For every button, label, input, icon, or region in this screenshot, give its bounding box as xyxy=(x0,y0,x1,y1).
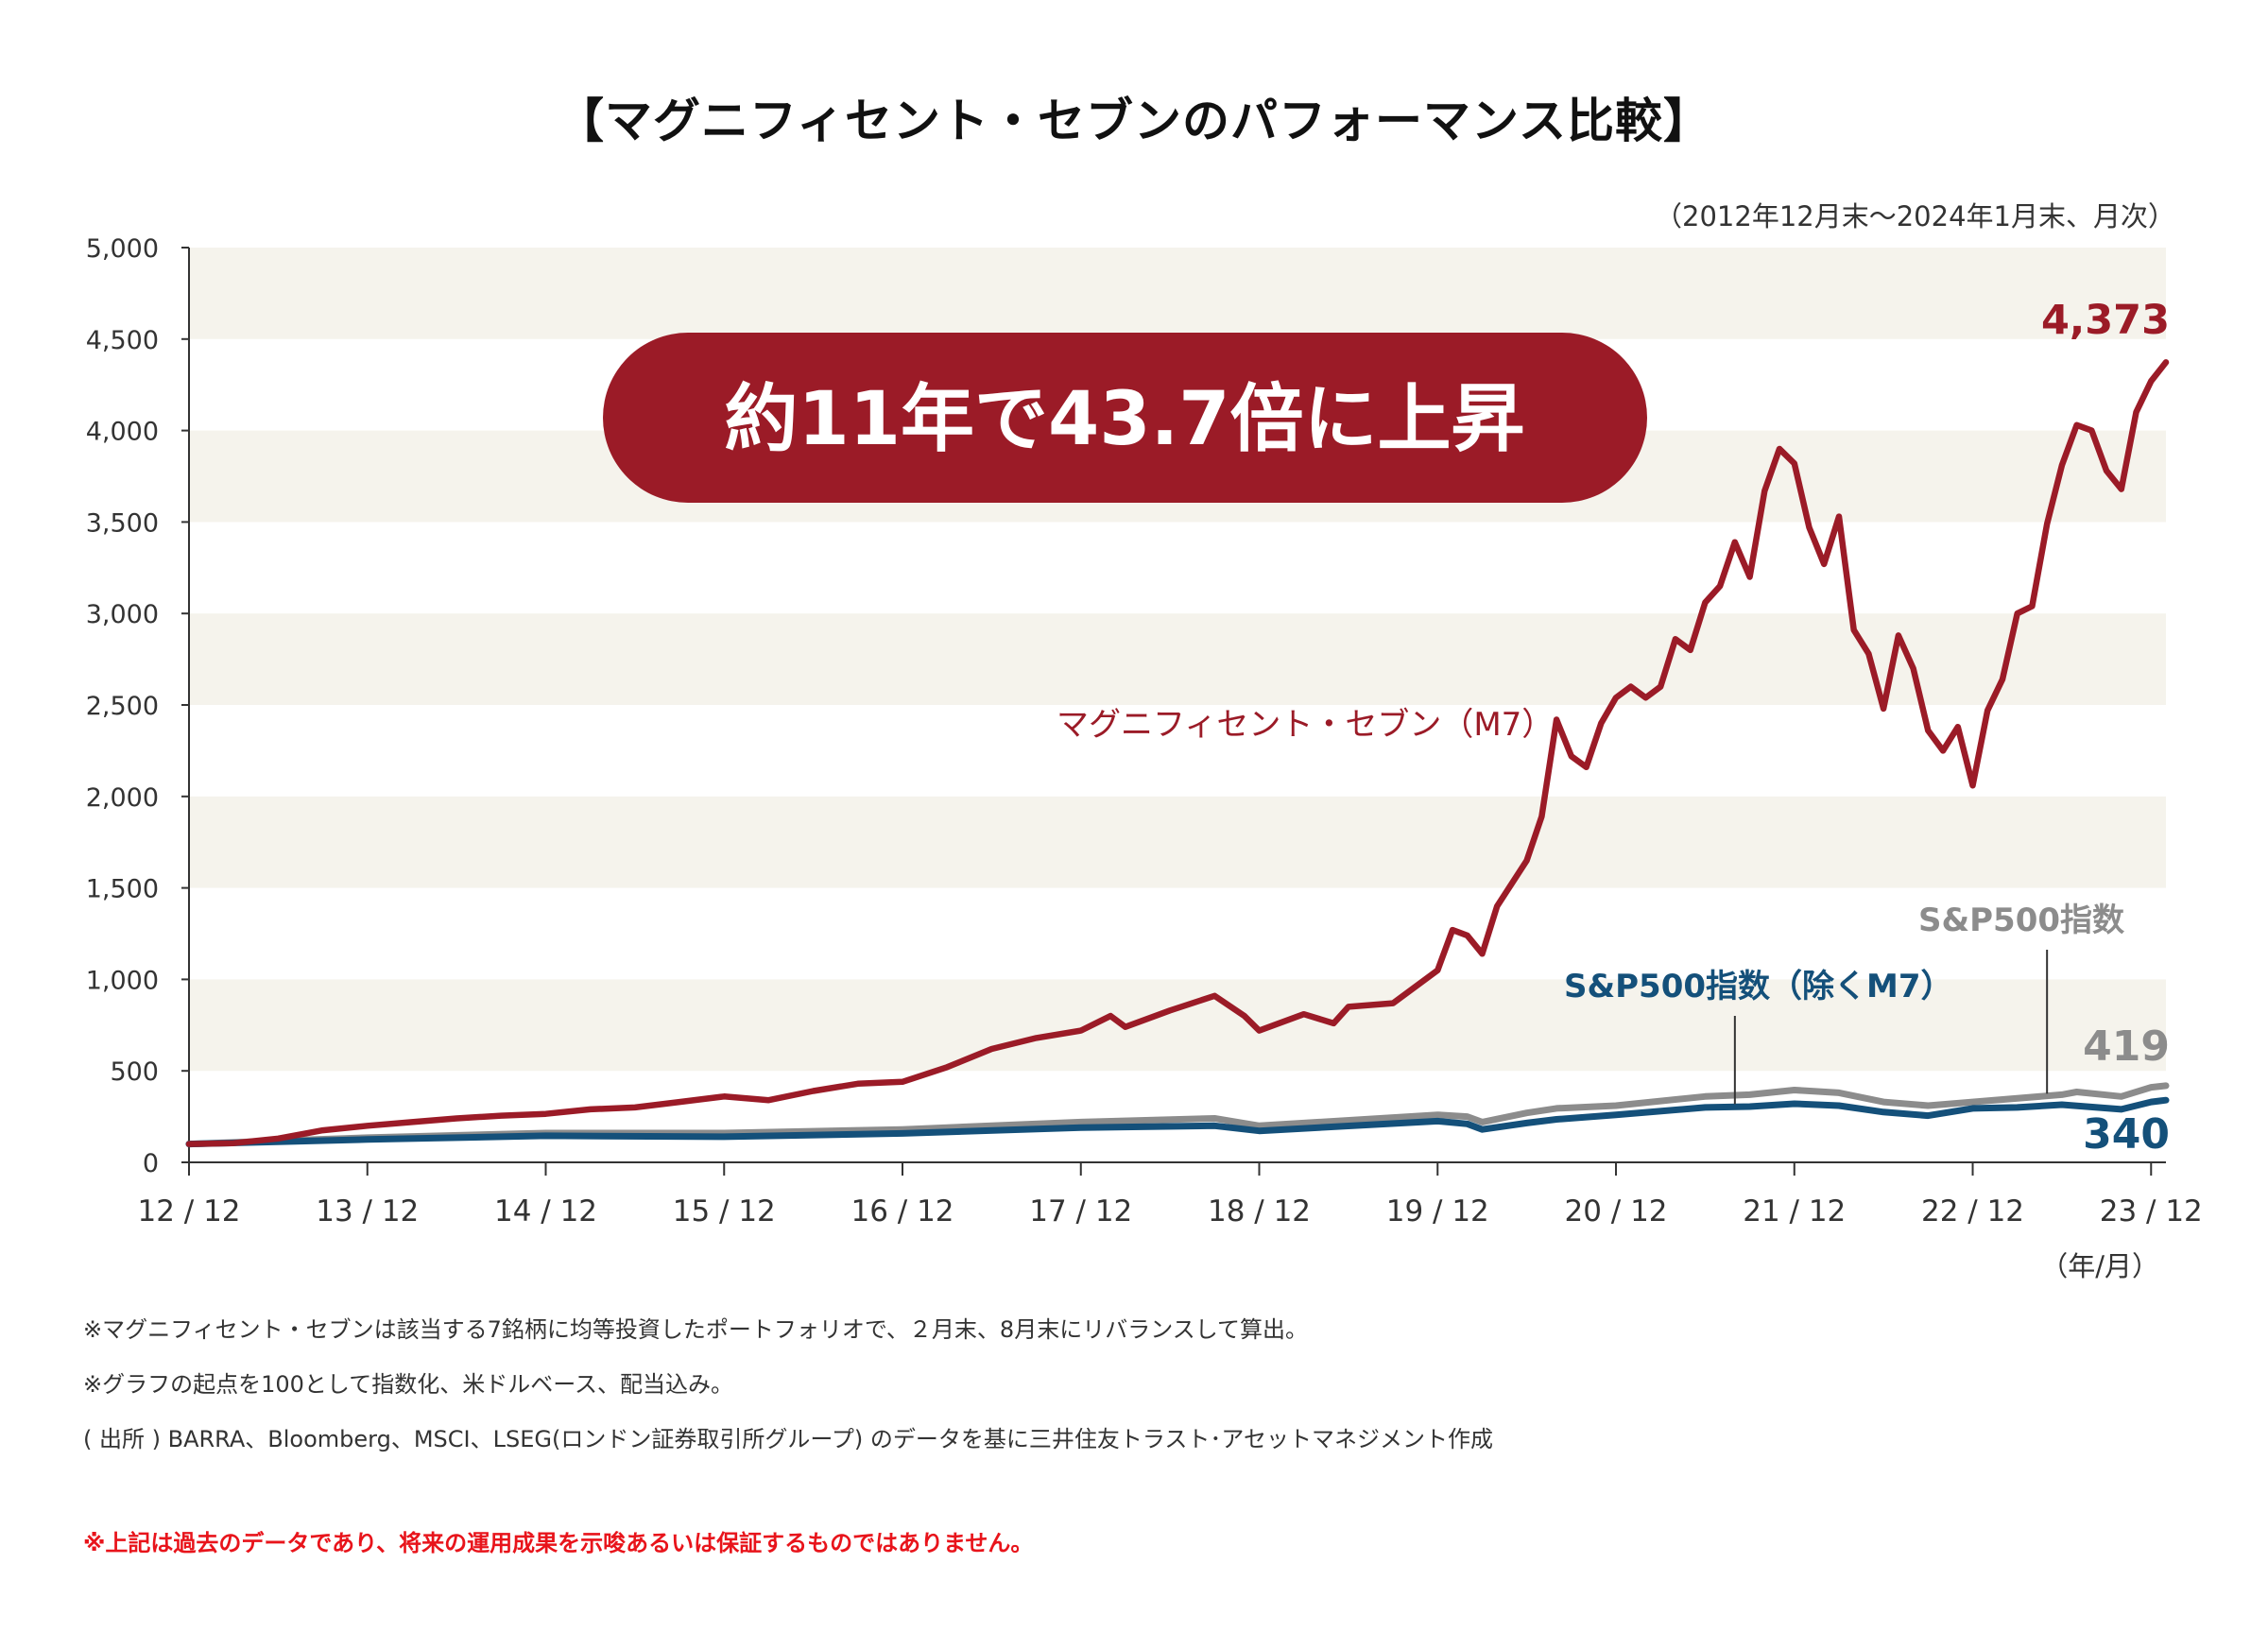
y-tick-label: 4,500 xyxy=(86,326,159,355)
end-label-m7: 4,373 xyxy=(2041,297,2170,344)
x-tick-label: 19 / 12 xyxy=(1386,1194,1489,1228)
x-tick-label: 12 / 12 xyxy=(137,1194,240,1228)
footnote-1: ※マグニフィセント・セブンは該当する7銘柄に均等投資したポートフォリオで、２月末… xyxy=(83,1316,1309,1343)
series-line-m7 xyxy=(185,359,2170,1147)
x-tick-label: 22 / 12 xyxy=(1921,1194,2024,1228)
grid-band xyxy=(189,979,2166,1072)
footnotes: ※マグニフィセント・セブンは該当する7銘柄に均等投資したポートフォリオで、２月末… xyxy=(83,1318,1493,1483)
y-tick-label: 1,000 xyxy=(86,966,159,995)
y-tick-label: 2,500 xyxy=(86,692,159,721)
footnote-2: ※グラフの起点を100として指数化、米ドルベース、配当込み。 xyxy=(83,1371,733,1398)
grid-band xyxy=(189,613,2166,705)
x-axis-unit: （年/月） xyxy=(2040,1250,2159,1282)
disclaimer: ※上記は過去のデータであり、将来の運用成果を示唆あるいは保証するものではありませ… xyxy=(83,1530,1034,1556)
x-tick-label: 16 / 12 xyxy=(850,1194,954,1228)
y-tick-label: 4,000 xyxy=(86,418,159,447)
legend-m7-label: マグニフィセント・セブン（M7） xyxy=(1057,706,1554,744)
y-tick-label: 5,000 xyxy=(86,234,159,264)
y-tick-label: 0 xyxy=(143,1149,159,1178)
chart-title: 【マグニフィセント・セブンのパフォーマンス比較】 xyxy=(557,94,1711,148)
grid-band xyxy=(189,796,2166,888)
y-tick-label: 3,500 xyxy=(86,508,159,538)
x-tick-label: 13 / 12 xyxy=(316,1194,419,1228)
y-tick-label: 500 xyxy=(110,1057,159,1087)
legend-sp500-ex-label: S&P500指数（除くM7） xyxy=(1564,968,1953,1005)
x-tick-label: 14 / 12 xyxy=(494,1194,597,1228)
footnote-source: ( 出所 ) BARRA、Bloomberg、MSCI、LSEG(ロンドン証券取… xyxy=(83,1426,1493,1452)
x-tick-label: 15 / 12 xyxy=(673,1194,776,1228)
y-tick-label: 1,500 xyxy=(86,875,159,904)
chart-subtitle: （2012年12月末～2024年1月末、月次） xyxy=(1655,200,2175,232)
x-tick-label: 23 / 12 xyxy=(2100,1194,2203,1228)
series-line-sp500_ex xyxy=(185,1096,2170,1148)
end-label-sp500-ex: 340 xyxy=(2083,1110,2170,1159)
end-label-sp500: 419 xyxy=(2083,1022,2170,1071)
legend-sp500-label: S&P500指数 xyxy=(1918,902,2124,939)
x-tick-label: 18 / 12 xyxy=(1208,1194,1311,1228)
x-tick-label: 21 / 12 xyxy=(1743,1194,1846,1228)
grid-band xyxy=(189,248,2166,339)
y-tick-label: 3,000 xyxy=(86,600,159,629)
callout-pill xyxy=(603,333,1647,503)
x-tick-label: 20 / 12 xyxy=(1564,1194,1667,1228)
y-tick-label: 2,000 xyxy=(86,783,159,813)
series-line-sp500 xyxy=(185,1082,2170,1148)
callout-text: 約11年で43.7倍に上昇 xyxy=(725,377,1525,462)
x-tick-label: 17 / 12 xyxy=(1029,1194,1132,1228)
